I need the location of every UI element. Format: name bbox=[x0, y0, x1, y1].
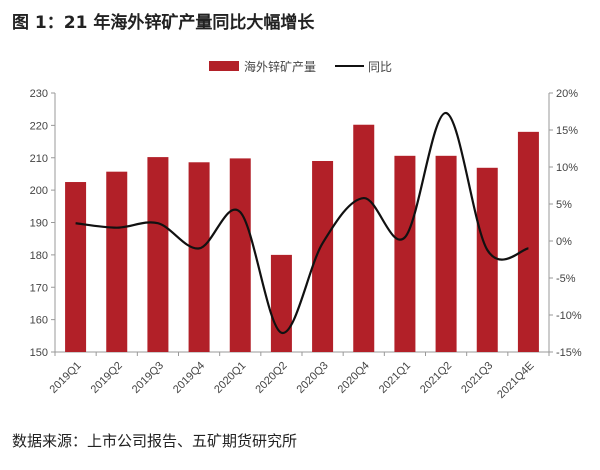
x-tick-label: 2021Q3 bbox=[459, 360, 495, 396]
left-tick-label: 200 bbox=[30, 185, 48, 197]
right-tick-label: 0% bbox=[556, 236, 572, 248]
bar bbox=[476, 167, 498, 352]
source-note: 数据来源：上市公司报告、五矿期货研究所 bbox=[12, 432, 298, 450]
right-tick-label: 10% bbox=[556, 162, 578, 174]
legend-swatch-bar bbox=[209, 61, 239, 71]
bar bbox=[229, 158, 251, 352]
right-tick-label: -15% bbox=[556, 347, 582, 359]
right-tick-label: 5% bbox=[556, 199, 572, 211]
x-tick-label: 2021Q1 bbox=[377, 360, 413, 396]
x-tick-label: 2021Q2 bbox=[418, 360, 454, 396]
left-tick-label: 210 bbox=[30, 153, 48, 165]
bar bbox=[435, 155, 457, 352]
legend-label-line: 同比 bbox=[368, 60, 392, 74]
right-tick-label: 20% bbox=[556, 88, 578, 100]
x-tick-label: 2019Q2 bbox=[89, 360, 125, 396]
figure-title: 图 1：21 年海外锌矿产量同比大幅增长 bbox=[12, 13, 315, 33]
left-tick-label: 190 bbox=[30, 218, 48, 230]
bar bbox=[147, 157, 169, 352]
yoy-line bbox=[75, 111, 529, 334]
bar bbox=[517, 131, 539, 352]
right-tick-label: -5% bbox=[556, 273, 576, 285]
x-tick-label: 2020Q2 bbox=[253, 360, 289, 396]
bar bbox=[270, 254, 292, 352]
left-tick-label: 230 bbox=[30, 88, 48, 100]
x-tick-label: 2021Q4E bbox=[495, 360, 536, 401]
right-tick-label: 15% bbox=[556, 125, 578, 137]
left-tick-label: 220 bbox=[30, 120, 48, 132]
bar bbox=[106, 171, 128, 352]
x-tick-label: 2019Q1 bbox=[48, 360, 84, 396]
bar bbox=[65, 182, 87, 352]
left-tick-label: 180 bbox=[30, 250, 48, 262]
x-tick-label: 2019Q4 bbox=[171, 360, 207, 396]
right-tick-label: -10% bbox=[556, 310, 582, 322]
x-tick-label: 2019Q3 bbox=[130, 360, 166, 396]
x-tick-label: 2020Q1 bbox=[212, 360, 248, 396]
bar bbox=[312, 160, 334, 352]
x-tick-label: 2020Q3 bbox=[295, 360, 331, 396]
left-tick-label: 170 bbox=[30, 282, 48, 294]
left-tick-label: 150 bbox=[30, 347, 48, 359]
bar bbox=[188, 162, 210, 352]
left-tick-label: 160 bbox=[30, 315, 48, 327]
bar bbox=[394, 155, 416, 352]
legend-label-bar: 海外锌矿产量 bbox=[244, 59, 316, 74]
bar bbox=[353, 124, 375, 352]
x-tick-label: 2020Q4 bbox=[336, 360, 372, 396]
